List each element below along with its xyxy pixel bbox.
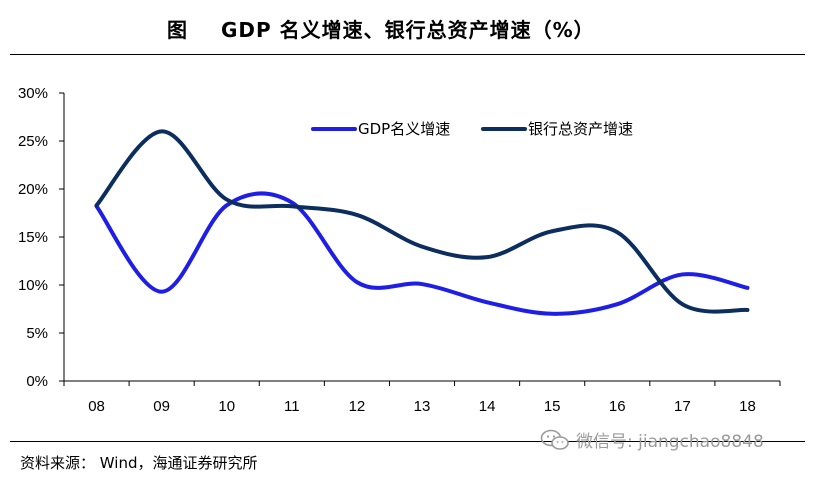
y-tick-label: 0% bbox=[26, 373, 48, 390]
watermark-text: 微信号: jiangchao8848 bbox=[576, 432, 764, 452]
y-tick-label: 25% bbox=[18, 133, 48, 150]
x-tick-label: 09 bbox=[153, 398, 170, 415]
footer-divider bbox=[10, 441, 805, 442]
y-tick-label: 20% bbox=[18, 181, 48, 198]
x-tick-label: 18 bbox=[739, 398, 756, 415]
series-bank-total-assets-growth bbox=[94, 129, 750, 314]
y-tick-label: 15% bbox=[18, 229, 48, 246]
figure-label: 图 bbox=[167, 18, 188, 42]
x-tick-label: 17 bbox=[674, 398, 691, 415]
x-tick-label: 13 bbox=[414, 398, 431, 415]
legend-label: GDP名义增速 bbox=[358, 120, 450, 138]
y-tick-label: 10% bbox=[18, 277, 48, 294]
x-tick-label: 10 bbox=[218, 398, 235, 415]
source-note: 资料来源： Wind，海通证券研究所 bbox=[20, 454, 258, 472]
chart-title-row: 图 GDP 名义增速、银行总资产增速（%） bbox=[0, 0, 817, 54]
x-tick-label: 14 bbox=[479, 398, 496, 415]
x-tick-label: 16 bbox=[609, 398, 626, 415]
legend-label: 银行总资产增速 bbox=[528, 120, 633, 138]
y-tick-label: 5% bbox=[26, 325, 48, 342]
wechat-icon bbox=[540, 429, 569, 450]
x-tick-label: 11 bbox=[284, 398, 300, 415]
x-tick-label: 12 bbox=[349, 398, 366, 415]
chart-title: GDP 名义增速、银行总资产增速（%） bbox=[221, 18, 595, 42]
title-divider bbox=[10, 54, 805, 55]
series-gdp-nominal-growth bbox=[94, 191, 750, 316]
x-tick-label: 15 bbox=[544, 398, 561, 415]
watermark: 微信号: jiangchao8848 bbox=[540, 427, 764, 452]
x-tick-label: 08 bbox=[88, 398, 105, 415]
y-tick-label: 30% bbox=[18, 85, 48, 102]
